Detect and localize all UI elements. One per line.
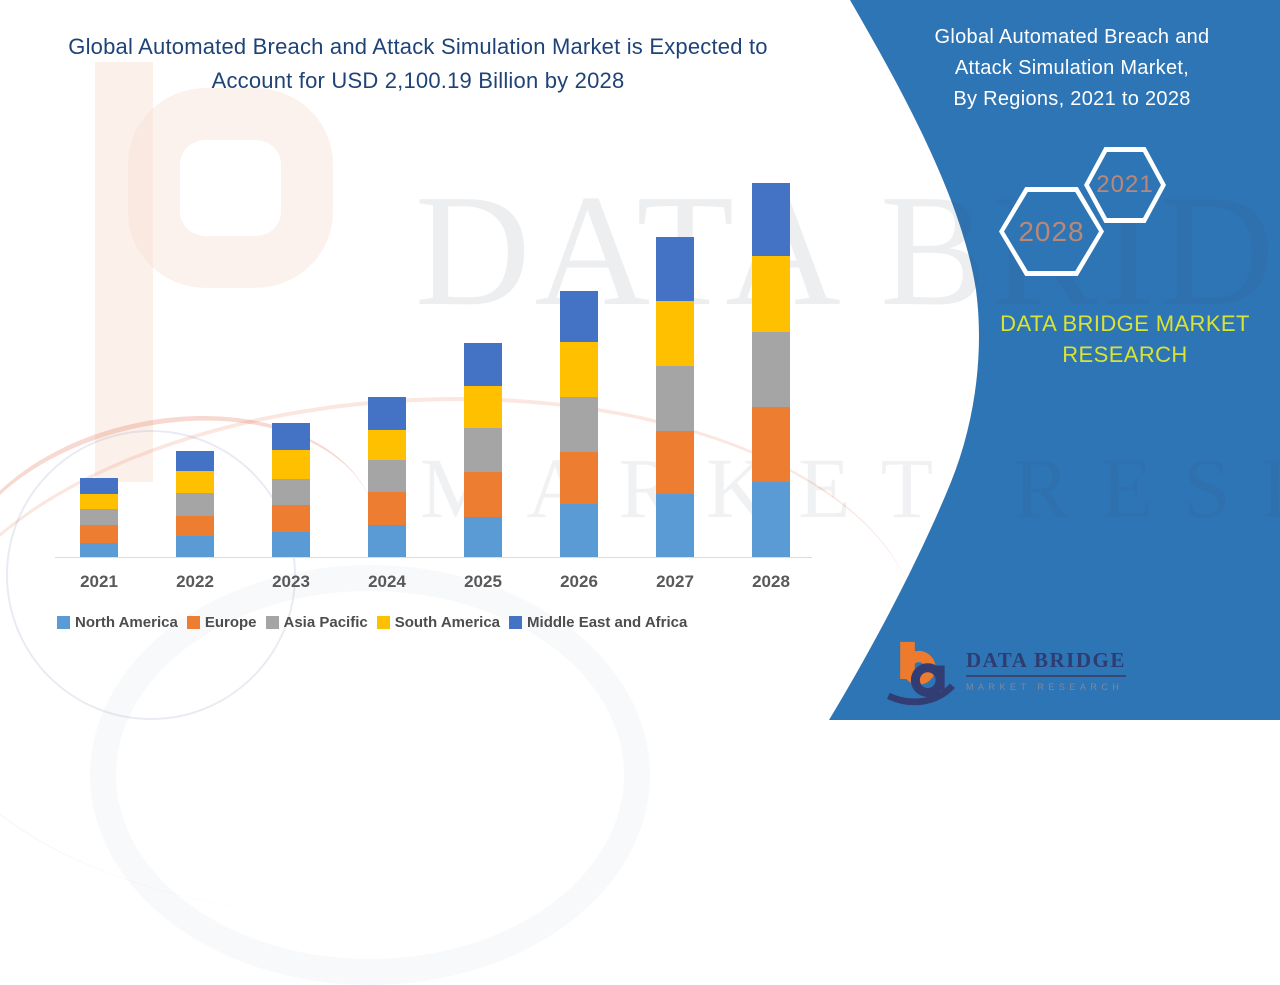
- bar-segment-2027-europe: [656, 431, 694, 494]
- blue-panel-shape: [829, 0, 1280, 720]
- x-axis-label-2021: 2021: [80, 572, 118, 591]
- bar-segment-2024-middle-east-and-africa: [368, 397, 406, 430]
- legend-swatch-europe: [186, 616, 200, 629]
- x-axis-label-2022: 2022: [176, 572, 214, 591]
- bar-segment-2028-north-america: [752, 482, 790, 557]
- bar-segment-2024-asia-pacific: [368, 460, 406, 492]
- bar-segment-2021-europe: [80, 525, 118, 543]
- bar-segment-2027-middle-east-and-africa: [656, 237, 694, 301]
- hexagon-2028-label: 2028: [1018, 215, 1085, 247]
- x-axis-label-2028: 2028: [752, 572, 790, 591]
- bar-segment-2028-middle-east-and-africa: [752, 183, 790, 256]
- x-axis-label-2027: 2027: [656, 572, 694, 591]
- legend-label-europe: Europe: [204, 614, 257, 631]
- bar-segment-2022-europe: [176, 516, 214, 536]
- bar-segment-2023-asia-pacific: [272, 479, 310, 505]
- x-axis-line: [55, 557, 812, 558]
- page-title-line1: Global Automated Breach and Attack Simul…: [68, 34, 768, 59]
- bar-segment-2026-south-america: [560, 342, 598, 397]
- company-logo-text: DATA BRIDGE MARKET RESEARCH: [966, 648, 1126, 692]
- hexagon-2021: 2021: [1084, 147, 1166, 223]
- brand-text-line2: RESEARCH: [1062, 342, 1188, 367]
- bar-2023: [272, 423, 310, 557]
- bar-segment-2022-south-america: [176, 471, 214, 493]
- bar-2022: [176, 451, 214, 557]
- logo-swoosh: [886, 683, 955, 706]
- bar-segment-2026-north-america: [560, 504, 598, 557]
- legend-swatch-south-america: [376, 616, 390, 629]
- bar-segment-2025-middle-east-and-africa: [464, 343, 502, 386]
- bar-segment-2026-europe: [560, 452, 598, 504]
- panel-title-line1: Global Automated Breach and: [934, 26, 1210, 48]
- company-logo-subtitle: MARKET RESEARCH: [966, 682, 1124, 692]
- hexagon-2028: 2028: [999, 187, 1104, 276]
- bar-2025: [464, 343, 502, 557]
- brand-text: DATA BRIDGE MARKET RESEARCH: [962, 308, 1280, 370]
- bar-segment-2023-south-america: [272, 450, 310, 479]
- panel-title-line3: By Regions, 2021 to 2028: [953, 88, 1191, 110]
- blue-side-panel: [829, 0, 1280, 720]
- company-logo: DATA BRIDGE MARKET RESEARCH: [884, 634, 1126, 706]
- bar-segment-2028-asia-pacific: [752, 332, 790, 407]
- bar-2027: [656, 237, 694, 557]
- bar-segment-2026-asia-pacific: [560, 397, 598, 452]
- bar-segment-2023-north-america: [272, 532, 310, 557]
- bar-segment-2022-north-america: [176, 536, 214, 557]
- legend-item-europe: Europe: [186, 614, 257, 631]
- bar-2028: [752, 183, 790, 557]
- x-axis-label-2023: 2023: [272, 572, 310, 591]
- legend-swatch-middle-east-and-africa: [509, 616, 523, 629]
- bar-segment-2024-north-america: [368, 525, 406, 557]
- brand-text-line1: DATA BRIDGE MARKET: [1000, 311, 1250, 336]
- bar-segment-2024-europe: [368, 492, 406, 525]
- bar-2021: [80, 478, 118, 557]
- bar-segment-2025-europe: [464, 472, 502, 517]
- page-title-line2: Account for USD 2,100.19 Billion by 2028: [211, 68, 625, 93]
- legend-swatch-north-america: [57, 616, 70, 629]
- legend-item-asia-pacific: Asia Pacific: [265, 614, 368, 631]
- legend-label-north-america: North America: [75, 614, 178, 631]
- chart-area: 2021 2022 2023 2024 2025 2026 2027 2028: [55, 180, 812, 591]
- x-axis-label-2025: 2025: [464, 572, 502, 591]
- bar-segment-2022-middle-east-and-africa: [176, 451, 214, 471]
- bar-segment-2028-europe: [752, 407, 790, 482]
- bar-2026: [560, 291, 598, 557]
- company-logo-icon: [886, 641, 955, 706]
- bar-segment-2027-south-america: [656, 301, 694, 366]
- bar-segment-2021-asia-pacific: [80, 509, 118, 525]
- bar-segment-2027-asia-pacific: [656, 366, 694, 431]
- bar-segment-2025-north-america: [464, 517, 502, 557]
- x-axis-label-2024: 2024: [368, 572, 406, 591]
- bar-segment-2023-europe: [272, 505, 310, 532]
- legend-item-middle-east-and-africa: Middle East and Africa: [509, 614, 687, 631]
- bar-segment-2022-asia-pacific: [176, 493, 214, 516]
- legend-label-asia-pacific: Asia Pacific: [283, 614, 368, 631]
- company-logo-name: DATA BRIDGE: [966, 648, 1126, 677]
- bar-segment-2026-middle-east-and-africa: [560, 291, 598, 342]
- bar-segment-2023-middle-east-and-africa: [272, 423, 310, 450]
- legend: North America Europe Asia Pacific South Ame…: [57, 614, 837, 631]
- legend-label-south-america: South America: [394, 614, 501, 631]
- bar-segment-2025-asia-pacific: [464, 428, 502, 472]
- panel-title: Global Automated Breach and Attack Simul…: [882, 22, 1262, 115]
- bar-segment-2021-south-america: [80, 494, 118, 509]
- bar-segment-2021-middle-east-and-africa: [80, 478, 118, 494]
- bar-segment-2024-south-america: [368, 430, 406, 460]
- bar-2024: [368, 397, 406, 557]
- page-title: Global Automated Breach and Attack Simul…: [18, 30, 818, 98]
- bar-segment-2025-south-america: [464, 386, 502, 428]
- legend-swatch-asia-pacific: [265, 616, 279, 629]
- legend-item-south-america: South America: [376, 614, 501, 631]
- hexagon-2021-fill: 2021: [1089, 152, 1161, 218]
- hexagon-2021-label: 2021: [1096, 171, 1154, 198]
- bar-segment-2028-south-america: [752, 256, 790, 332]
- legend-item-north-america: North America: [57, 614, 178, 631]
- bar-segment-2027-north-america: [656, 494, 694, 557]
- legend-label-middle-east-and-africa: Middle East and Africa: [527, 614, 688, 631]
- panel-title-line2: Attack Simulation Market,: [954, 57, 1190, 79]
- bar-segment-2021-north-america: [80, 543, 118, 557]
- x-axis-label-2026: 2026: [560, 572, 598, 591]
